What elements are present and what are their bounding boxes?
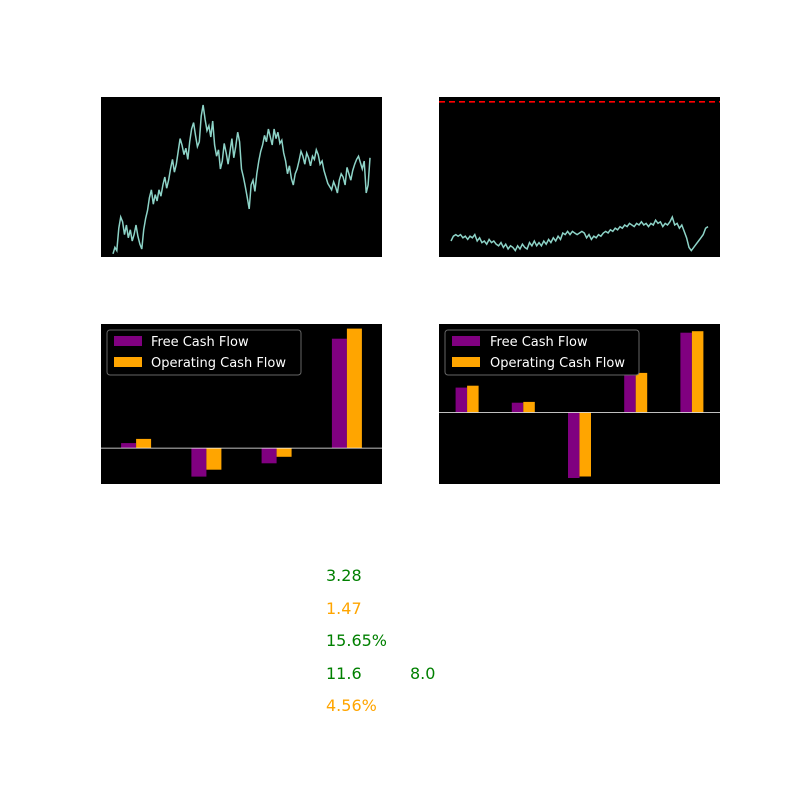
legend-right-label-fcf: Free Cash Flow	[490, 335, 588, 350]
metric-value-2: 1.47	[326, 599, 362, 618]
ratio-chart-series-line-0	[450, 214, 709, 253]
cash-flow-left-bar-s0-c1	[191, 448, 207, 477]
cash-flow-left-bar-s0-c2	[261, 448, 277, 464]
metric-value-5: 4.56%	[326, 696, 377, 715]
metric-value-1: 3.28	[326, 566, 362, 585]
cash-flow-right-bar-s1-c3	[635, 372, 648, 413]
legend-right-swatch-ocf	[452, 357, 480, 367]
cash-flow-right-bar-s0-c4	[680, 332, 692, 413]
legend-right-box	[444, 329, 640, 376]
cash-flow-right-bar-s0-c0	[455, 387, 468, 413]
ratio-chart	[439, 97, 720, 257]
cash-flow-right-bar-s0-c2	[568, 412, 580, 478]
cash-flow-right-bar-s1-c4	[691, 331, 704, 413]
cash-flow-right-bar-s0-c1	[511, 402, 524, 413]
cash-flow-left-bar-s0-c0	[121, 443, 137, 449]
ratio-chart-plot-area	[439, 97, 720, 257]
cash-flow-left-bar-s1-c0	[136, 438, 152, 449]
cash-flow-chart-right: Free Cash Flow Operating Cash Flow	[439, 324, 720, 484]
cash-flow-right-bar-s1-c0	[467, 385, 479, 413]
metric-value-4b: 8.0	[410, 664, 436, 683]
legend-left-label-ocf: Operating Cash Flow	[151, 356, 286, 371]
legend-right: Free Cash Flow Operating Cash Flow	[444, 329, 640, 376]
price-chart-plot-area	[101, 97, 382, 257]
metric-value-4: 11.6	[326, 664, 362, 683]
cash-flow-right-bar-s1-c2	[579, 412, 591, 477]
cash-flow-left-bar-s1-c2	[276, 448, 292, 457]
cash-flow-left-bar-s1-c3	[346, 328, 362, 449]
legend-right-swatch-fcf	[452, 336, 480, 346]
cash-flow-left-bar-s0-c3	[331, 338, 347, 449]
legend-left: Free Cash Flow Operating Cash Flow	[106, 329, 302, 376]
legend-left-swatch-fcf	[114, 336, 142, 346]
legend-right-label-ocf: Operating Cash Flow	[490, 356, 625, 371]
legend-left-swatch-ocf	[114, 357, 142, 367]
legend-left-label-fcf: Free Cash Flow	[151, 335, 249, 350]
cash-flow-chart-left: Free Cash Flow Operating Cash Flow	[101, 324, 382, 484]
cash-flow-right-bar-s1-c1	[523, 401, 535, 413]
price-chart-series-line-0	[112, 104, 371, 255]
price-chart	[101, 97, 382, 257]
legend-left-box	[106, 329, 302, 376]
metric-value-3: 15.65%	[326, 631, 388, 650]
cash-flow-right-bar-s0-c3	[624, 374, 636, 413]
cash-flow-left-bar-s1-c1	[206, 448, 222, 470]
